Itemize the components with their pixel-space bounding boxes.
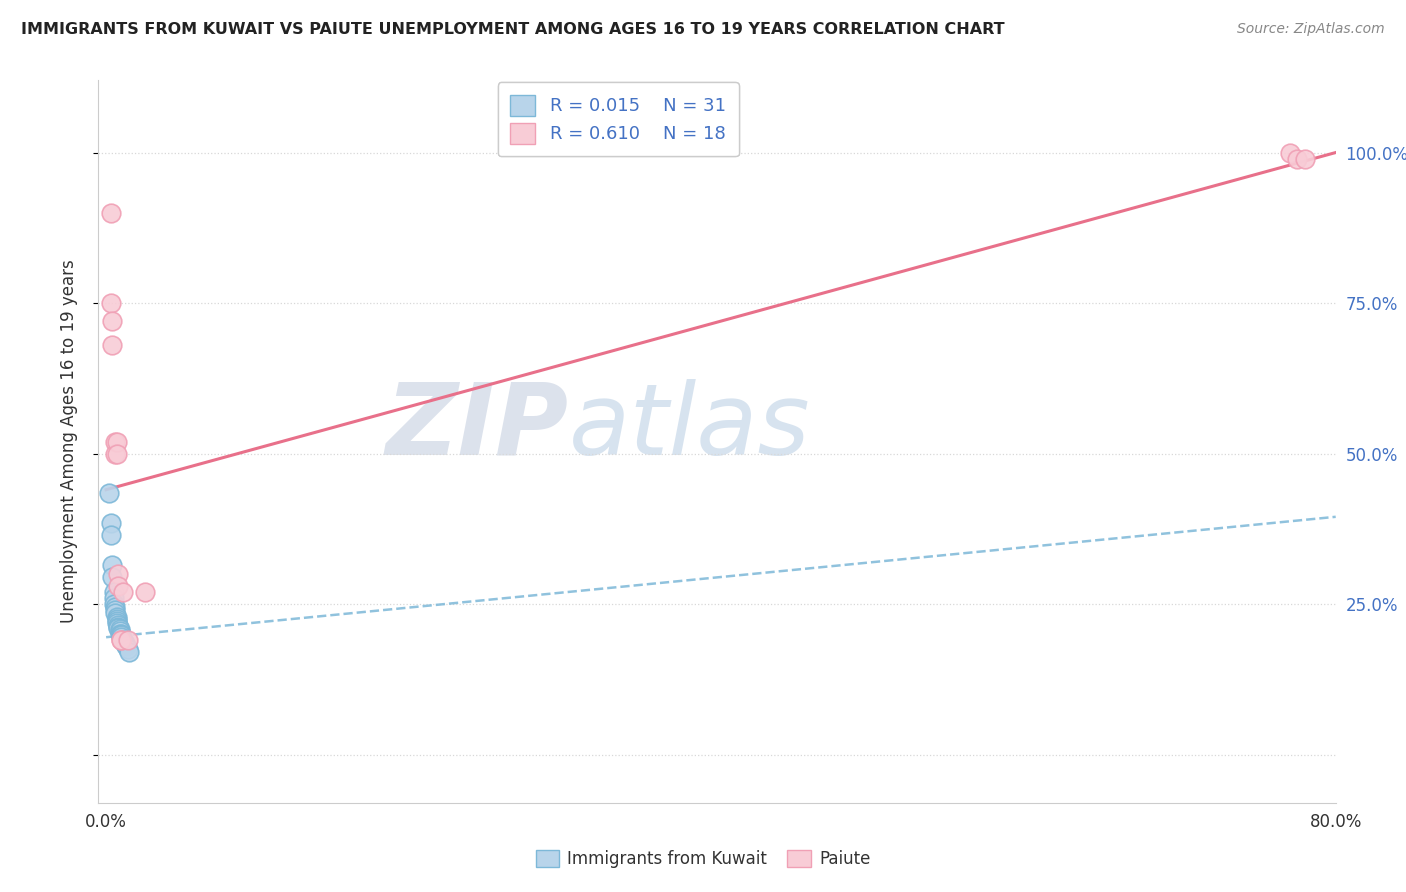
Point bbox=[110, 630, 132, 644]
Point bbox=[105, 610, 128, 624]
Point bbox=[103, 585, 125, 599]
Point bbox=[108, 623, 131, 637]
Point bbox=[105, 612, 128, 626]
Point bbox=[101, 558, 124, 572]
Point bbox=[111, 585, 134, 599]
Point bbox=[110, 633, 132, 648]
Point bbox=[111, 633, 134, 648]
Point bbox=[107, 579, 129, 593]
Point bbox=[104, 603, 127, 617]
Point bbox=[100, 516, 122, 530]
Point bbox=[104, 606, 127, 620]
Point bbox=[117, 633, 139, 648]
Point bbox=[101, 570, 124, 584]
Point bbox=[105, 446, 128, 460]
Point bbox=[1278, 145, 1301, 160]
Point bbox=[100, 528, 122, 542]
Point bbox=[108, 624, 131, 639]
Y-axis label: Unemployment Among Ages 16 to 19 years: Unemployment Among Ages 16 to 19 years bbox=[59, 260, 77, 624]
Point bbox=[110, 627, 132, 641]
Point bbox=[105, 434, 128, 449]
Point bbox=[107, 621, 129, 635]
Point bbox=[114, 637, 136, 651]
Point bbox=[104, 446, 127, 460]
Point bbox=[117, 642, 139, 657]
Point bbox=[110, 633, 132, 648]
Point bbox=[114, 636, 136, 650]
Point bbox=[103, 591, 125, 606]
Text: IMMIGRANTS FROM KUWAIT VS PAIUTE UNEMPLOYMENT AMONG AGES 16 TO 19 YEARS CORRELAT: IMMIGRANTS FROM KUWAIT VS PAIUTE UNEMPLO… bbox=[21, 22, 1005, 37]
Point bbox=[104, 600, 127, 615]
Point bbox=[98, 485, 121, 500]
Point bbox=[107, 618, 129, 632]
Legend: Immigrants from Kuwait, Paiute: Immigrants from Kuwait, Paiute bbox=[529, 843, 877, 875]
Text: atlas: atlas bbox=[568, 378, 810, 475]
Point bbox=[115, 639, 138, 653]
Text: ZIP: ZIP bbox=[385, 378, 568, 475]
Point bbox=[100, 205, 122, 219]
Point bbox=[118, 645, 141, 659]
Point bbox=[103, 597, 125, 611]
Point bbox=[101, 338, 124, 352]
Point bbox=[1286, 152, 1309, 166]
Point bbox=[108, 627, 131, 641]
Point bbox=[1294, 152, 1316, 166]
Point bbox=[104, 434, 127, 449]
Point bbox=[107, 567, 129, 582]
Point bbox=[100, 296, 122, 310]
Point bbox=[105, 616, 128, 631]
Point bbox=[134, 585, 156, 599]
Point bbox=[101, 314, 124, 328]
Point bbox=[110, 628, 132, 642]
Point bbox=[105, 614, 128, 628]
Point bbox=[111, 634, 134, 648]
Point bbox=[107, 620, 129, 634]
Text: Source: ZipAtlas.com: Source: ZipAtlas.com bbox=[1237, 22, 1385, 37]
Legend: R = 0.015    N = 31, R = 0.610    N = 18: R = 0.015 N = 31, R = 0.610 N = 18 bbox=[498, 82, 738, 156]
